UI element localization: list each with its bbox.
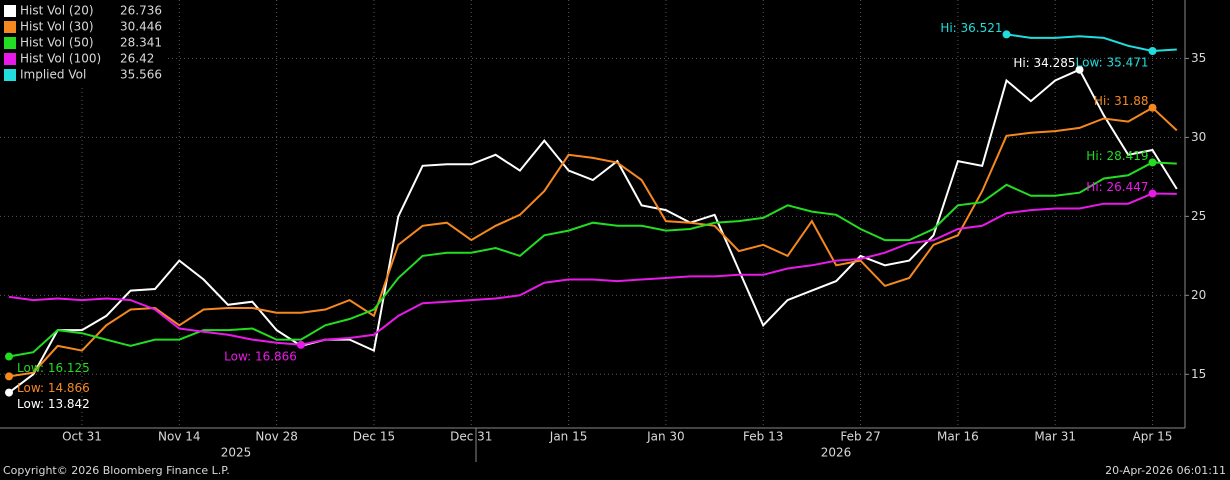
x-tick-label: Mar 31	[1034, 430, 1076, 444]
y-tick-label: 30	[1191, 130, 1206, 144]
hi-label: Hi: 26.447	[1086, 180, 1148, 194]
timestamp: 20-Apr-2026 06:01:11	[1105, 464, 1226, 477]
legend-label: Implied Vol	[20, 68, 86, 82]
low-marker	[5, 352, 13, 361]
year-label: 2025	[221, 446, 252, 460]
x-tick-label: Jan 15	[549, 430, 588, 444]
legend: Hist Vol (20) 26.736 Hist Vol (30) 30.446 Hi…	[0, 0, 168, 86]
legend-value: 26.736	[120, 4, 162, 18]
legend-swatch	[4, 53, 16, 65]
hi-label: Hi: 36.521	[940, 21, 1002, 35]
hi-marker	[1002, 30, 1011, 39]
series-line	[1006, 33, 1177, 53]
legend-swatch	[4, 5, 16, 17]
copyright: Copyright© 2026 Bloomberg Finance L.P.	[3, 464, 230, 477]
low-marker	[5, 388, 13, 397]
legend-swatch	[4, 37, 16, 49]
x-tick-label: Feb 27	[840, 430, 880, 444]
hi-label: Hi: 31.88	[1094, 94, 1149, 108]
x-tick-label: Mar 16	[937, 430, 979, 444]
low-marker	[1148, 46, 1157, 55]
x-tick-label: Dec 15	[353, 430, 395, 444]
legend-box	[0, 0, 168, 86]
y-tick-label: 35	[1191, 51, 1206, 65]
series-line	[8, 192, 1177, 346]
grid	[0, 0, 1185, 428]
series-line	[8, 106, 1178, 378]
low-marker	[5, 372, 13, 381]
hi-marker	[1075, 65, 1084, 74]
low-label: Low: 13.842	[17, 397, 90, 411]
series-line	[8, 161, 1177, 358]
legend-value: 30.446	[120, 20, 162, 34]
low-label: Low: 16.866	[224, 349, 297, 363]
x-tick-label: Nov 28	[255, 430, 298, 444]
legend-swatch	[4, 69, 16, 81]
legend-value: 28.341	[120, 36, 162, 50]
legend-label: Hist Vol (30)	[20, 20, 94, 34]
x-tick-label: Nov 14	[158, 430, 201, 444]
x-tick-label: Dec 31	[450, 430, 492, 444]
legend-swatch	[4, 21, 16, 33]
hi-marker	[1148, 189, 1157, 198]
series-line	[8, 68, 1178, 394]
x-tick-label: Oct 31	[62, 430, 102, 444]
hi-marker	[1148, 103, 1157, 112]
year-label: 2026	[821, 446, 852, 460]
legend-value: 35.566	[120, 68, 162, 82]
hi-label: Hi: 28.419	[1086, 149, 1148, 163]
hi-label: Hi: 34.285	[1013, 56, 1075, 70]
y-tick-label: 15	[1191, 367, 1206, 381]
y-tick-label: 25	[1191, 209, 1206, 223]
legend-label: Hist Vol (50)	[20, 36, 94, 50]
legend-label: Hist Vol (100)	[20, 52, 101, 66]
x-tick-label: Feb 13	[743, 430, 783, 444]
low-label: Low: 35.471	[1076, 55, 1149, 69]
low-marker	[296, 340, 305, 349]
legend-value: 26.42	[120, 52, 154, 66]
low-label: Low: 16.125	[17, 361, 90, 375]
x-tick-label: Apr 15	[1133, 430, 1173, 444]
x-tick-label: Jan 30	[646, 430, 685, 444]
y-tick-label: 20	[1191, 288, 1206, 302]
hi-marker	[1148, 158, 1157, 167]
legend-label: Hist Vol (20)	[20, 4, 94, 18]
low-label: Low: 14.866	[17, 381, 90, 395]
